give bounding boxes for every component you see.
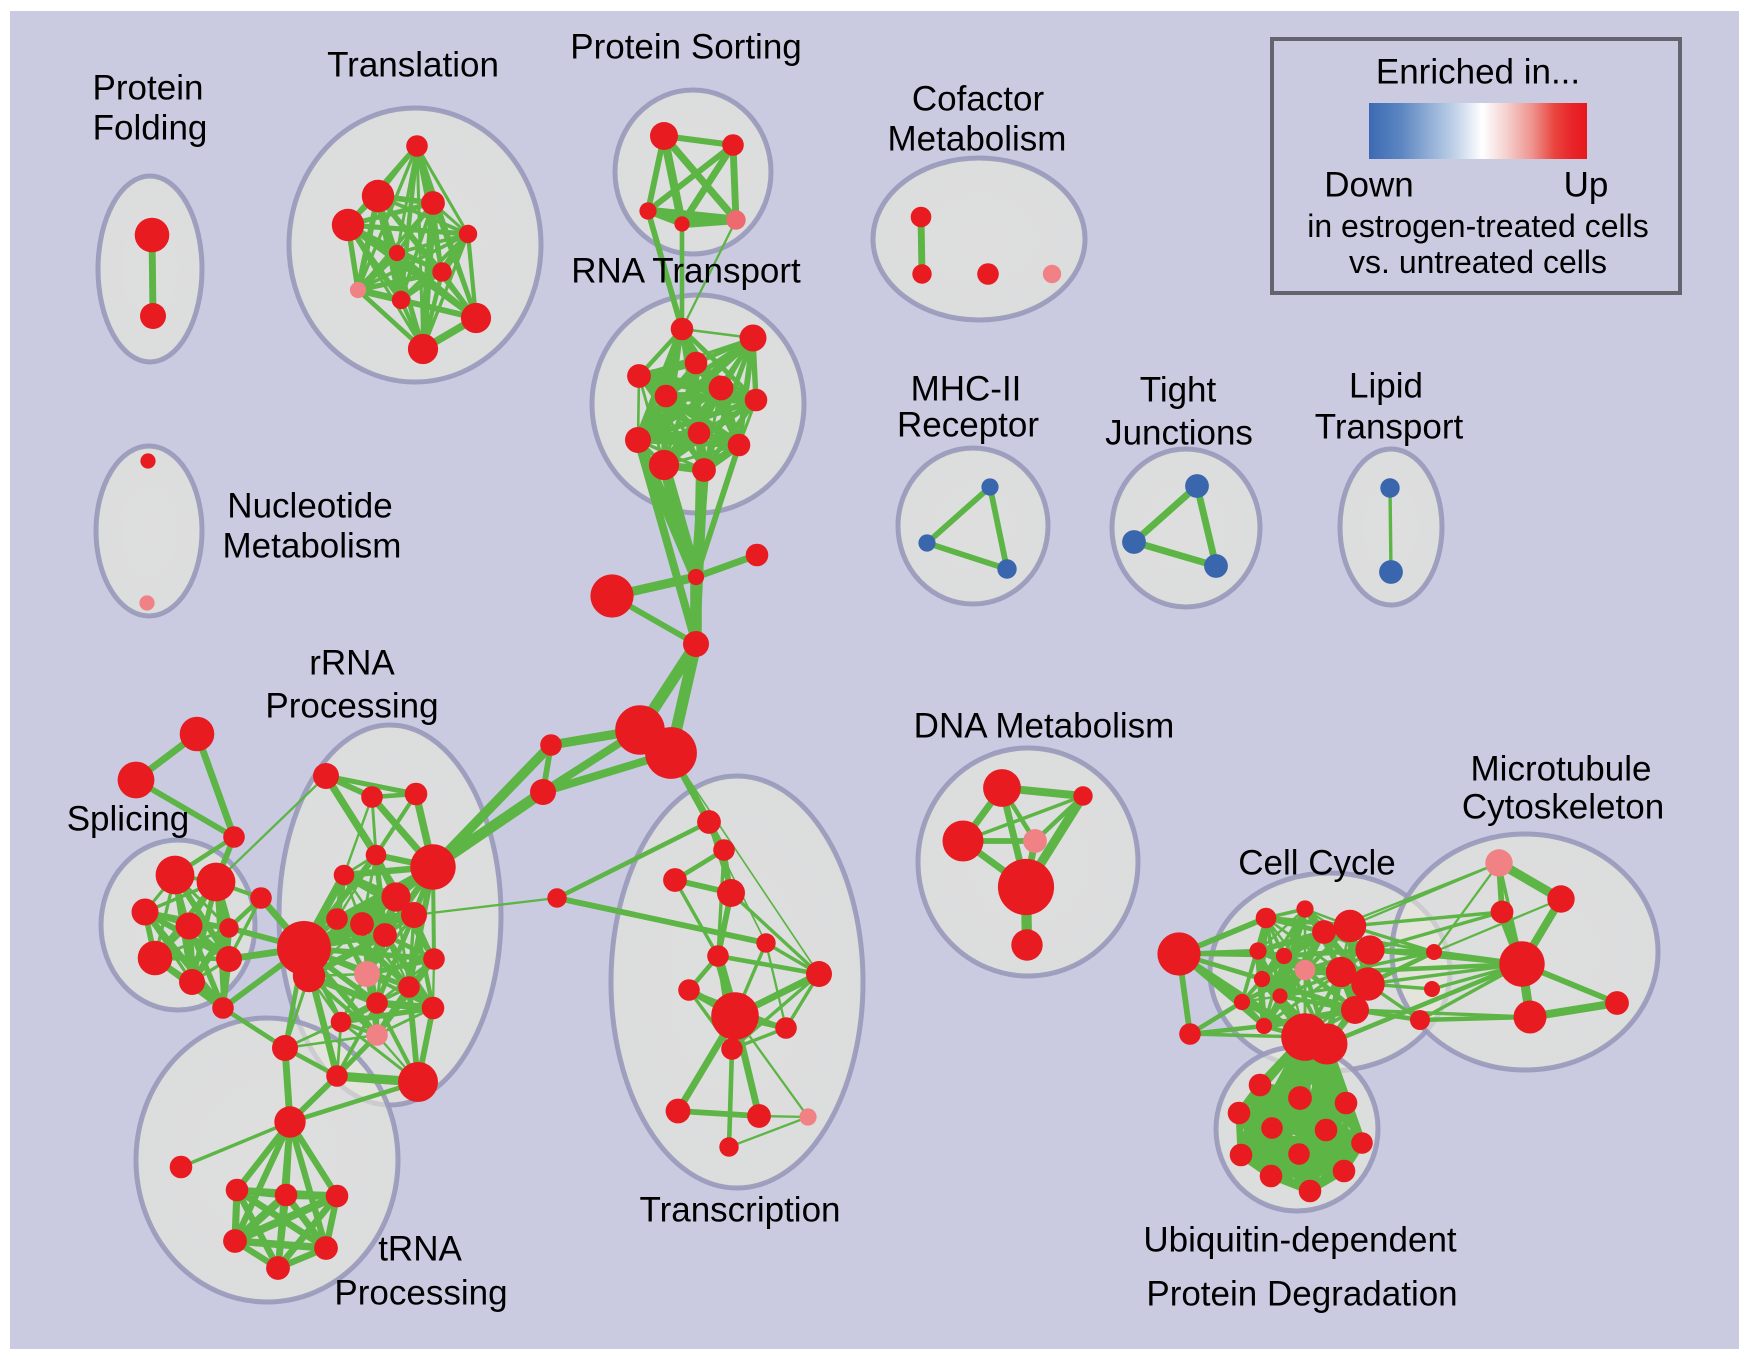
svg-text:Metabolism: Metabolism xyxy=(888,120,1067,159)
svg-text:Cofactor: Cofactor xyxy=(912,80,1045,119)
svg-text:Cell Cycle: Cell Cycle xyxy=(1238,844,1396,883)
svg-text:Metabolism: Metabolism xyxy=(223,527,402,566)
svg-text:Microtubule: Microtubule xyxy=(1471,750,1652,789)
svg-text:Splicing: Splicing xyxy=(67,800,190,839)
svg-text:Enriched in...: Enriched in... xyxy=(1376,53,1580,92)
svg-text:tRNA: tRNA xyxy=(378,1230,462,1269)
svg-text:Processing: Processing xyxy=(334,1274,507,1313)
svg-text:Protein Degradation: Protein Degradation xyxy=(1146,1275,1457,1314)
svg-text:Cytoskeleton: Cytoskeleton xyxy=(1462,788,1664,827)
svg-text:Junctions: Junctions xyxy=(1105,414,1253,453)
svg-text:Transport: Transport xyxy=(1315,408,1464,447)
svg-text:RNA Transport: RNA Transport xyxy=(571,252,801,291)
svg-text:Protein Sorting: Protein Sorting xyxy=(570,28,802,67)
svg-text:Translation: Translation xyxy=(327,46,499,85)
svg-text:vs. untreated cells: vs. untreated cells xyxy=(1349,244,1607,280)
svg-text:Tight: Tight xyxy=(1140,371,1217,410)
svg-text:Down: Down xyxy=(1324,166,1413,205)
svg-text:Protein: Protein xyxy=(93,69,204,108)
svg-text:Nucleotide: Nucleotide xyxy=(227,487,392,526)
svg-text:rRNA: rRNA xyxy=(309,644,395,683)
svg-text:MHC-II: MHC-II xyxy=(911,370,1022,409)
svg-text:in estrogen-treated cells: in estrogen-treated cells xyxy=(1307,208,1649,244)
svg-text:Folding: Folding xyxy=(93,109,208,148)
svg-text:Processing: Processing xyxy=(265,687,438,726)
svg-text:Ubiquitin-dependent: Ubiquitin-dependent xyxy=(1143,1221,1457,1260)
svg-text:DNA Metabolism: DNA Metabolism xyxy=(914,707,1175,746)
svg-text:Transcription: Transcription xyxy=(640,1191,841,1230)
svg-text:Up: Up xyxy=(1564,166,1609,205)
svg-text:Receptor: Receptor xyxy=(897,406,1039,445)
svg-text:Lipid: Lipid xyxy=(1349,367,1423,406)
